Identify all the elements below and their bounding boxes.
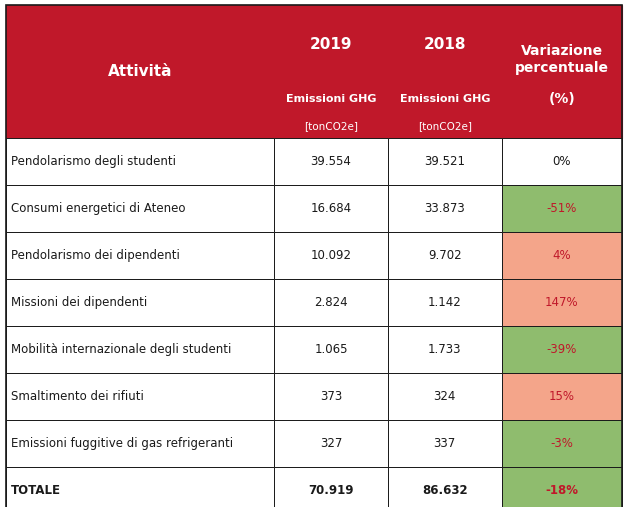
Text: 337: 337 <box>434 437 456 450</box>
Bar <box>274 5 388 84</box>
Text: 2019: 2019 <box>310 37 352 52</box>
Text: 9.702: 9.702 <box>428 249 462 262</box>
Bar <box>388 373 502 420</box>
Bar <box>274 186 388 232</box>
Bar <box>502 232 622 279</box>
Text: -3%: -3% <box>550 437 573 450</box>
Text: 4%: 4% <box>553 249 571 262</box>
Bar <box>6 186 274 232</box>
Text: Missioni dei dipendenti: Missioni dei dipendenti <box>11 296 148 309</box>
Bar <box>6 232 274 279</box>
Text: Consumi energetici di Ateneo: Consumi energetici di Ateneo <box>11 202 186 215</box>
Bar <box>388 279 502 326</box>
Text: 1.142: 1.142 <box>428 296 462 309</box>
Bar <box>388 420 502 467</box>
Bar <box>274 373 388 420</box>
Text: [tonCO2e]: [tonCO2e] <box>418 121 472 131</box>
Bar <box>6 279 274 326</box>
Bar <box>388 186 502 232</box>
Text: 39.521: 39.521 <box>425 155 465 168</box>
Bar <box>274 279 388 326</box>
Bar <box>388 138 502 186</box>
Bar <box>274 232 388 279</box>
Text: 324: 324 <box>433 390 456 403</box>
Text: 70.919: 70.919 <box>308 484 354 497</box>
Bar <box>6 5 274 138</box>
Text: 16.684: 16.684 <box>310 202 352 215</box>
Bar <box>502 420 622 467</box>
Bar <box>502 279 622 326</box>
Bar <box>274 326 388 373</box>
Text: Mobilità internazionale degli studenti: Mobilità internazionale degli studenti <box>11 343 232 356</box>
Text: 1.065: 1.065 <box>314 343 348 356</box>
Bar <box>6 138 274 186</box>
Bar <box>388 5 502 84</box>
Bar <box>388 467 502 507</box>
Bar <box>6 373 274 420</box>
Bar <box>6 420 274 467</box>
Text: 0%: 0% <box>553 155 571 168</box>
Bar <box>502 186 622 232</box>
Bar <box>502 5 622 114</box>
Bar <box>274 420 388 467</box>
Bar <box>388 326 502 373</box>
Text: Emissioni GHG: Emissioni GHG <box>399 94 490 104</box>
Text: -51%: -51% <box>546 202 577 215</box>
Text: Pendolarismo dei dipendenti: Pendolarismo dei dipendenti <box>11 249 180 262</box>
Bar <box>6 467 274 507</box>
Bar <box>274 84 388 114</box>
Text: Emissioni fuggitive di gas refrigeranti: Emissioni fuggitive di gas refrigeranti <box>11 437 234 450</box>
Text: 86.632: 86.632 <box>422 484 468 497</box>
Bar <box>502 138 622 186</box>
Bar <box>388 232 502 279</box>
Text: 2018: 2018 <box>423 37 466 52</box>
Bar <box>502 373 622 420</box>
Text: 373: 373 <box>320 390 342 403</box>
Bar <box>274 138 388 186</box>
Text: Emissioni GHG: Emissioni GHG <box>286 94 376 104</box>
Bar <box>274 114 388 138</box>
Text: 327: 327 <box>320 437 342 450</box>
Text: Variazione
percentuale: Variazione percentuale <box>515 45 609 75</box>
Text: 1.733: 1.733 <box>428 343 462 356</box>
Text: -39%: -39% <box>546 343 577 356</box>
Text: 15%: 15% <box>549 390 575 403</box>
Bar <box>6 326 274 373</box>
Text: -18%: -18% <box>545 484 578 497</box>
Text: Pendolarismo degli studenti: Pendolarismo degli studenti <box>11 155 176 168</box>
Text: Attività: Attività <box>108 64 173 79</box>
Text: (%): (%) <box>548 92 575 106</box>
Bar <box>502 114 622 138</box>
Text: 33.873: 33.873 <box>425 202 465 215</box>
Text: 10.092: 10.092 <box>310 249 352 262</box>
Bar <box>274 467 388 507</box>
Text: 39.554: 39.554 <box>310 155 351 168</box>
Text: [tonCO2e]: [tonCO2e] <box>304 121 358 131</box>
Bar <box>388 114 502 138</box>
Bar <box>502 326 622 373</box>
Bar <box>502 467 622 507</box>
Text: Smaltimento dei rifiuti: Smaltimento dei rifiuti <box>11 390 144 403</box>
Text: 2.824: 2.824 <box>314 296 348 309</box>
Text: TOTALE: TOTALE <box>11 484 61 497</box>
Text: 147%: 147% <box>545 296 578 309</box>
Bar <box>388 84 502 114</box>
